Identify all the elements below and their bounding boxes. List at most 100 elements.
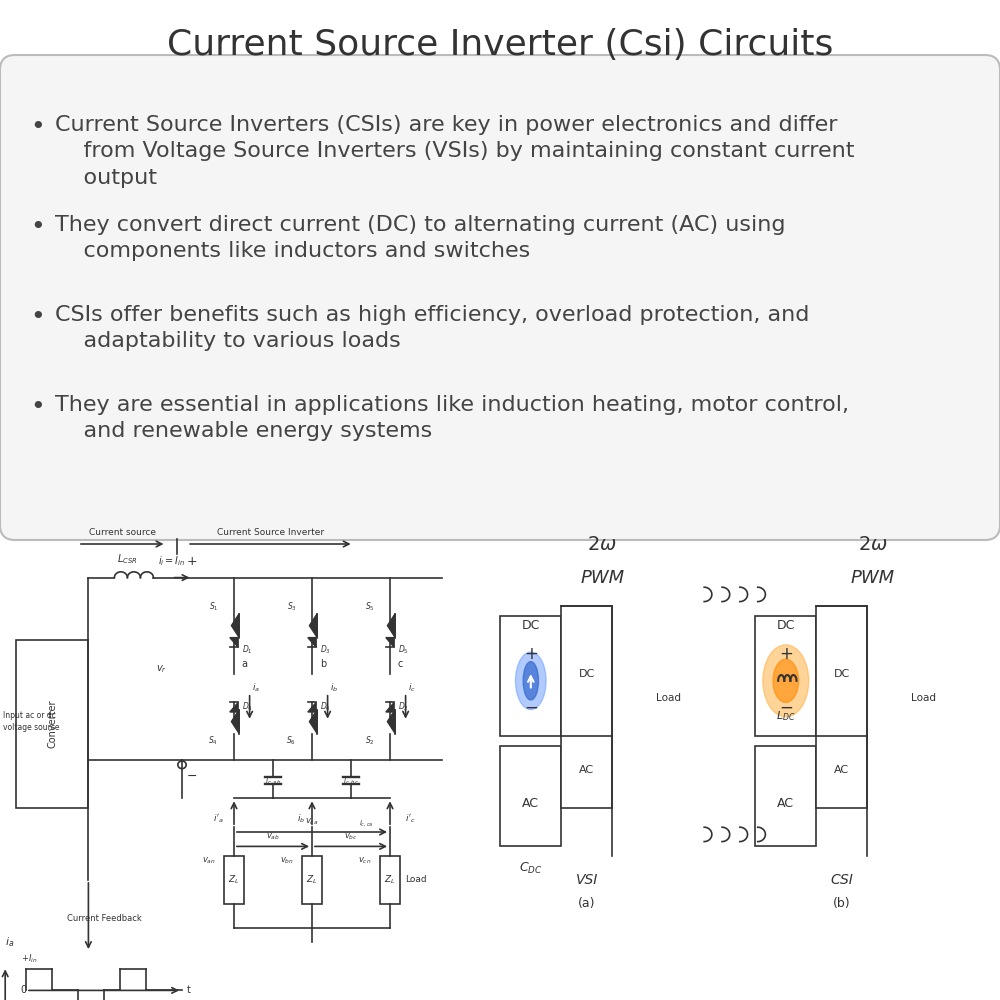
Text: Current Source Inverter (Csi) Circuits: Current Source Inverter (Csi) Circuits — [167, 28, 833, 62]
Text: −: − — [187, 770, 198, 783]
FancyBboxPatch shape — [561, 606, 612, 808]
Text: They are essential in applications like induction heating, motor control,
    an: They are essential in applications like … — [55, 395, 849, 441]
Polygon shape — [387, 614, 395, 638]
Text: DC: DC — [522, 619, 540, 632]
FancyBboxPatch shape — [500, 746, 561, 846]
Text: •: • — [31, 115, 45, 139]
FancyBboxPatch shape — [16, 640, 88, 808]
FancyBboxPatch shape — [755, 746, 816, 846]
Ellipse shape — [773, 659, 799, 702]
Text: Input ac or dc
voltage source: Input ac or dc voltage source — [3, 711, 59, 732]
Text: $S_4$: $S_4$ — [208, 735, 218, 747]
Text: $L_{DC}$: $L_{DC}$ — [776, 710, 796, 723]
Text: $D_5$: $D_5$ — [398, 643, 409, 656]
Text: c: c — [398, 659, 403, 669]
Text: −: − — [779, 698, 793, 716]
Text: $v_{an}$: $v_{an}$ — [202, 856, 216, 866]
Text: DC: DC — [834, 669, 850, 679]
Text: $v_r$: $v_r$ — [156, 663, 167, 675]
Text: Current source: Current source — [89, 528, 156, 537]
Text: •: • — [31, 395, 45, 419]
Text: $D_2$: $D_2$ — [398, 701, 409, 713]
Text: $Z_L$: $Z_L$ — [384, 874, 396, 886]
Text: Load: Load — [406, 876, 427, 884]
FancyBboxPatch shape — [755, 616, 816, 736]
Text: $Z_L$: $Z_L$ — [228, 874, 240, 886]
Text: $i_{c,ab}$: $i_{c,ab}$ — [265, 774, 281, 787]
Text: −: − — [524, 698, 538, 716]
Text: b: b — [320, 659, 326, 669]
Text: $D_1$: $D_1$ — [242, 643, 253, 656]
Text: +: + — [524, 645, 538, 663]
Text: $S_6$: $S_6$ — [286, 735, 296, 747]
Text: 0: 0 — [21, 985, 27, 995]
Text: $C_{DC}$: $C_{DC}$ — [519, 861, 543, 876]
Polygon shape — [308, 638, 316, 647]
Ellipse shape — [516, 652, 546, 710]
Polygon shape — [309, 614, 317, 638]
Text: DC: DC — [579, 669, 595, 679]
Text: They convert direct current (DC) to alternating current (AC) using
    component: They convert direct current (DC) to alte… — [55, 215, 786, 261]
Text: $v_{bn}$: $v_{bn}$ — [280, 856, 294, 866]
Text: CSIs offer benefits such as high efficiency, overload protection, and
    adapta: CSIs offer benefits such as high efficie… — [55, 305, 809, 351]
Polygon shape — [308, 702, 316, 712]
Text: $i_{b}$: $i_{b}$ — [330, 682, 338, 694]
Text: $i'_a$: $i'_a$ — [213, 813, 224, 825]
Text: VSI: VSI — [576, 873, 598, 887]
Text: PWM: PWM — [580, 569, 624, 587]
Text: $i_a$: $i_a$ — [5, 936, 15, 949]
Text: AC: AC — [579, 765, 594, 775]
Polygon shape — [386, 702, 394, 712]
Text: +: + — [779, 645, 793, 663]
Text: $i_{c,bc}$: $i_{c,bc}$ — [343, 774, 359, 787]
Ellipse shape — [763, 645, 809, 717]
FancyBboxPatch shape — [816, 606, 867, 808]
Text: Current Feedback: Current Feedback — [67, 914, 141, 923]
Polygon shape — [309, 710, 317, 734]
Polygon shape — [386, 638, 394, 647]
Text: t: t — [187, 985, 191, 995]
Text: Current Source Inverter: Current Source Inverter — [217, 528, 324, 537]
Text: +: + — [187, 555, 198, 568]
Text: $v_{cn}$: $v_{cn}$ — [358, 856, 372, 866]
Text: $2\omega$: $2\omega$ — [858, 534, 887, 554]
Text: DC: DC — [777, 619, 795, 632]
Text: AC: AC — [777, 797, 794, 810]
Text: $S_2$: $S_2$ — [365, 735, 374, 747]
Text: $v_{ca}$: $v_{ca}$ — [305, 817, 319, 827]
FancyBboxPatch shape — [0, 55, 1000, 540]
Text: $Z_L$: $Z_L$ — [306, 874, 318, 886]
Text: $D_4$: $D_4$ — [242, 701, 253, 713]
Text: •: • — [31, 215, 45, 239]
Text: Load: Load — [911, 693, 936, 703]
Text: $v_{bc}$: $v_{bc}$ — [344, 831, 358, 842]
Text: $S_1$: $S_1$ — [209, 600, 218, 613]
Text: $i_{c,ca}$: $i_{c,ca}$ — [359, 818, 374, 828]
Text: a: a — [242, 659, 248, 669]
Polygon shape — [231, 710, 239, 734]
FancyBboxPatch shape — [224, 856, 244, 904]
Text: $i_b$: $i_b$ — [297, 813, 306, 825]
Text: PWM: PWM — [850, 569, 895, 587]
Polygon shape — [230, 638, 238, 647]
Polygon shape — [387, 710, 395, 734]
Text: $D_6$: $D_6$ — [320, 701, 331, 713]
Text: Current Source Inverters (CSIs) are key in power electronics and differ
    from: Current Source Inverters (CSIs) are key … — [55, 115, 854, 188]
Text: (b): (b) — [833, 898, 851, 910]
Text: $i_{c}$: $i_{c}$ — [408, 682, 416, 694]
Text: AC: AC — [522, 797, 539, 810]
Text: CSI: CSI — [830, 873, 853, 887]
Text: $S_5$: $S_5$ — [365, 600, 374, 613]
Text: Load: Load — [656, 693, 681, 703]
Text: $+I_{in}$: $+I_{in}$ — [21, 953, 37, 965]
Text: (a): (a) — [578, 898, 596, 910]
Text: AC: AC — [834, 765, 849, 775]
FancyBboxPatch shape — [500, 616, 561, 736]
Text: •: • — [31, 305, 45, 329]
Polygon shape — [231, 614, 239, 638]
Ellipse shape — [523, 662, 538, 700]
Polygon shape — [230, 702, 238, 712]
Text: $D_3$: $D_3$ — [320, 643, 331, 656]
Text: $S_3$: $S_3$ — [287, 600, 296, 613]
Text: $v_{ab}$: $v_{ab}$ — [266, 831, 280, 842]
